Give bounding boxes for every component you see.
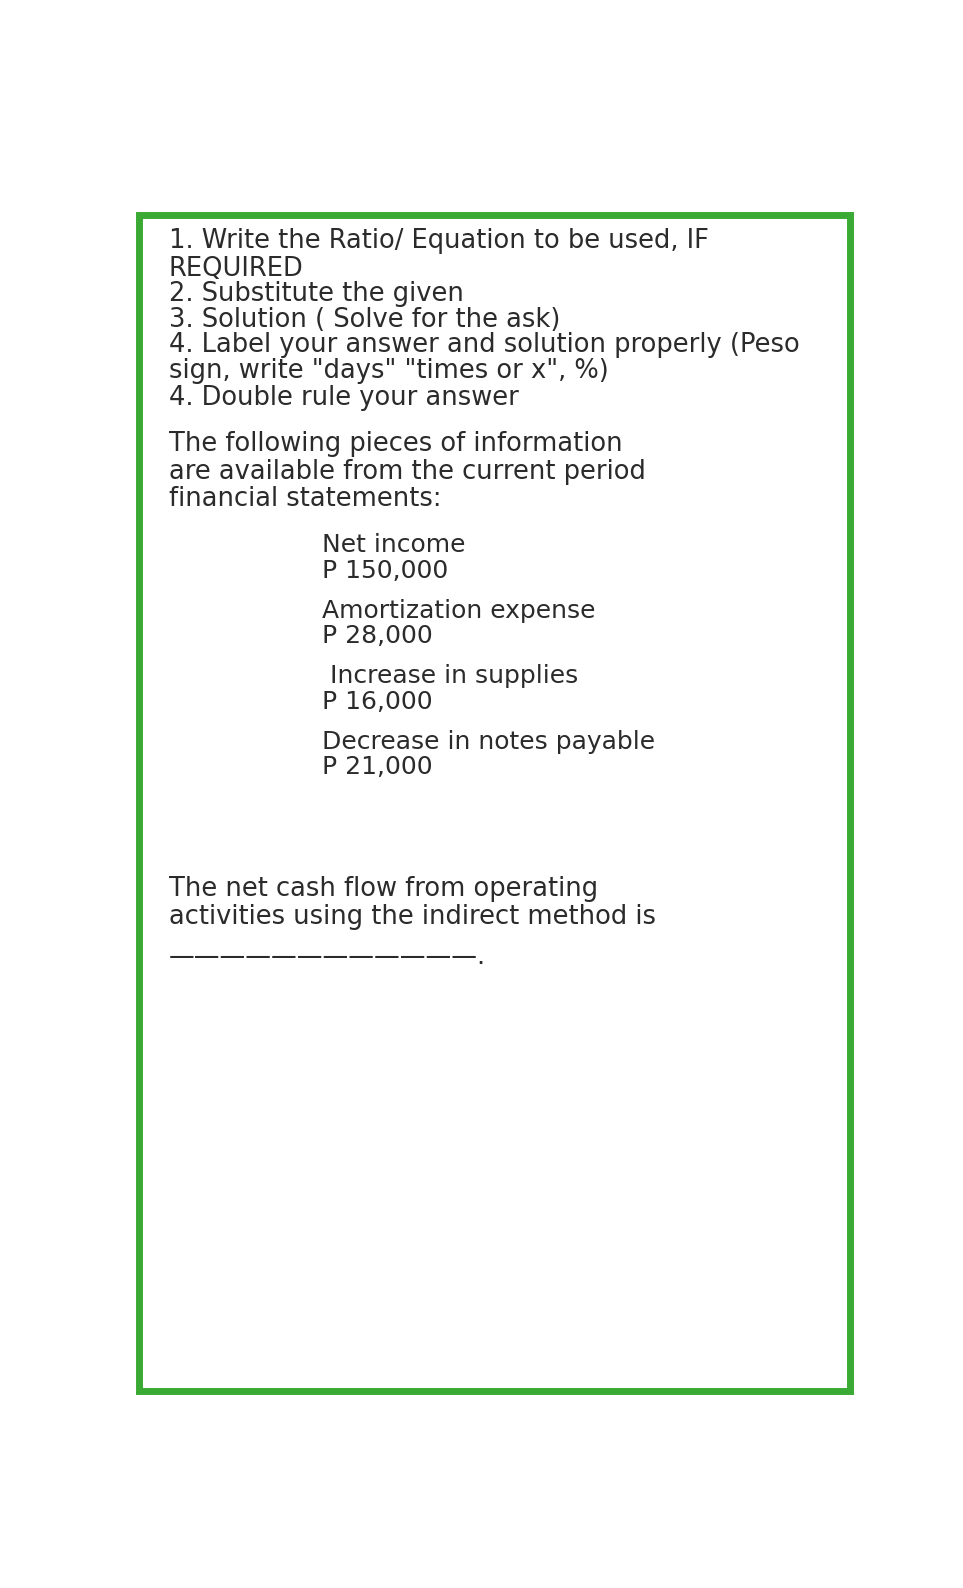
Text: P 28,000: P 28,000 (322, 624, 432, 648)
Text: 2. Substitute the given: 2. Substitute the given (169, 281, 464, 308)
Text: REQUIRED: REQUIRED (169, 256, 303, 283)
Text: activities using the indirect method is: activities using the indirect method is (169, 904, 656, 929)
Text: 4. Label your answer and solution properly (Peso: 4. Label your answer and solution proper… (169, 332, 799, 359)
Text: P 16,000: P 16,000 (322, 689, 432, 713)
Text: Amortization expense: Amortization expense (322, 599, 595, 622)
Text: 1. Write the Ratio/ Equation to be used, IF: 1. Write the Ratio/ Equation to be used,… (169, 227, 709, 254)
Text: 3. Solution ( Solve for the ask): 3. Solution ( Solve for the ask) (169, 306, 560, 333)
Text: P 150,000: P 150,000 (322, 559, 448, 583)
Text: P 21,000: P 21,000 (322, 754, 432, 780)
Text: 4. Double rule your answer: 4. Double rule your answer (169, 384, 519, 411)
Text: Increase in supplies: Increase in supplies (322, 664, 578, 688)
FancyBboxPatch shape (139, 214, 849, 1391)
Text: sign, write "days" "times or x", %): sign, write "days" "times or x", %) (169, 359, 609, 384)
Text: are available from the current period: are available from the current period (169, 459, 646, 484)
Text: ————————————.: ————————————. (169, 943, 486, 970)
Text: The following pieces of information: The following pieces of information (169, 430, 622, 457)
Text: Decrease in notes payable: Decrease in notes payable (322, 729, 655, 754)
Text: financial statements:: financial statements: (169, 486, 441, 513)
Text: The net cash flow from operating: The net cash flow from operating (169, 877, 598, 902)
Text: Net income: Net income (322, 534, 465, 557)
